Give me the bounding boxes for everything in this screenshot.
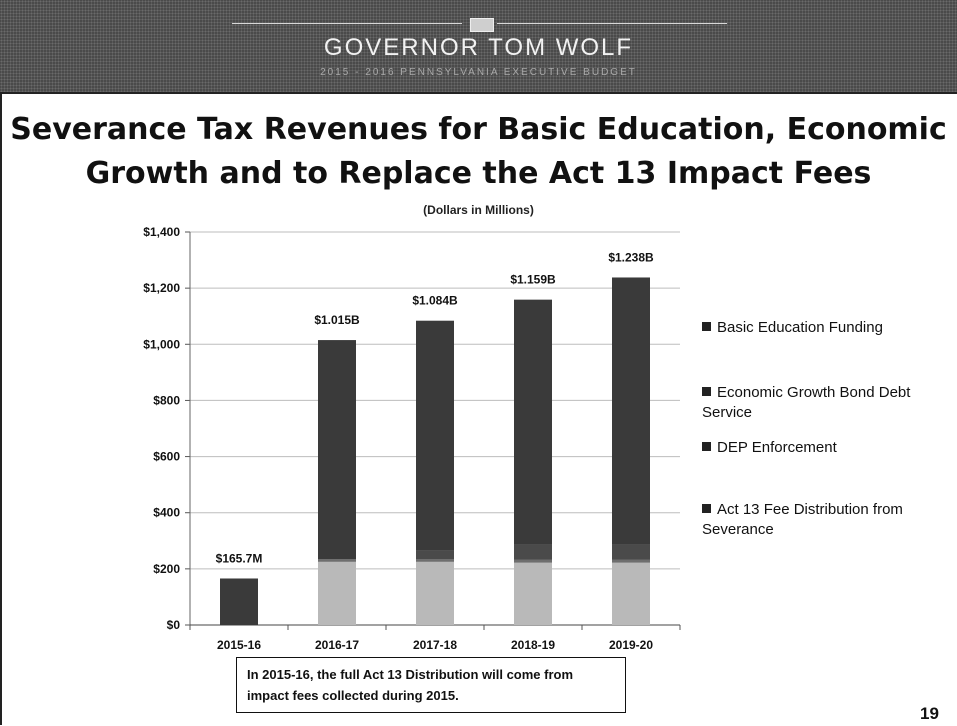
y-tick-label: $400 xyxy=(153,506,180,520)
y-tick-label: $800 xyxy=(153,393,180,407)
bar-basic-education-funding xyxy=(514,299,552,545)
header-rule-right xyxy=(497,23,727,24)
bar-act-13-fee-distribution-from-severance xyxy=(416,561,454,625)
stacked-bar-chart: $0 $200 $400 $600 $800 $1,000 $1,200 $1,400 $165… xyxy=(143,225,681,652)
legend-item: Basic Education Funding xyxy=(702,318,952,338)
legend-label: Act 13 Fee Distribution from Severance xyxy=(702,501,903,538)
bar-dep-enforcement xyxy=(318,559,356,562)
legend-swatch-icon xyxy=(702,322,711,331)
data-label: $1.238B xyxy=(608,250,654,264)
x-tick-label: 2019-20 xyxy=(609,638,653,652)
bar-dep-enforcement xyxy=(612,559,650,563)
data-label: $165.7M xyxy=(216,551,263,565)
bar-basic-education-funding xyxy=(612,277,650,545)
bar-economic-growth-bond-debt-service xyxy=(612,544,650,560)
bar-act-13-fee-distribution-from-severance xyxy=(514,562,552,625)
header-title: GOVERNOR TOM WOLF xyxy=(323,34,634,61)
header-banner: GOVERNOR TOM WOLF 2015 - 2016 PENNSYLVAN… xyxy=(0,0,957,94)
legend-item: DEP Enforcement xyxy=(702,438,952,458)
capitol-emblem-icon xyxy=(470,18,494,32)
data-label: $1.159B xyxy=(510,273,556,287)
note-box: In 2015-16, the full Act 13 Distribution… xyxy=(236,657,626,713)
bar-dep-enforcement xyxy=(514,559,552,563)
x-tick-label: 2016-17 xyxy=(315,638,359,652)
legend-item: Act 13 Fee Distribution from Severance xyxy=(702,500,952,540)
legend-item: Economic Growth Bond Debt Service xyxy=(702,383,952,423)
x-tick-label: 2017-18 xyxy=(413,638,457,652)
y-tick-label: $0 xyxy=(167,618,181,632)
bar-dep-enforcement xyxy=(416,559,454,562)
units-note: (Dollars in Millions) xyxy=(423,203,534,217)
legend-swatch-icon xyxy=(702,504,711,513)
y-tick-label: $1,400 xyxy=(143,225,180,239)
legend-swatch-icon xyxy=(702,387,711,396)
bar-act-13-fee-distribution-from-severance xyxy=(318,561,356,625)
bar-economic-growth-bond-debt-service xyxy=(416,550,454,560)
bar-basic-education-funding xyxy=(220,578,258,625)
legend-label: DEP Enforcement xyxy=(717,439,837,456)
bars xyxy=(220,277,650,625)
y-tick-label: $200 xyxy=(153,562,180,576)
legend-label: Economic Growth Bond Debt Service xyxy=(702,384,911,421)
y-tick-label: $600 xyxy=(153,450,180,464)
page-number: 19 xyxy=(920,704,939,723)
data-label: $1.015B xyxy=(314,313,360,327)
y-tick-label: $1,200 xyxy=(143,281,180,295)
x-tick-label: 2018-19 xyxy=(511,638,555,652)
bar-economic-growth-bond-debt-service xyxy=(514,544,552,560)
legend-label: Basic Education Funding xyxy=(717,319,883,336)
data-label: $1.084B xyxy=(412,294,458,308)
legend-swatch-icon xyxy=(702,442,711,451)
header-subtitle: 2015 - 2016 PENNSYLVANIA EXECUTIVE BUDGE… xyxy=(320,67,637,78)
labels: $0 $200 $400 $600 $800 $1,000 $1,200 $1,400 $165… xyxy=(143,225,654,652)
y-tick-label: $1,000 xyxy=(143,337,180,351)
bar-basic-education-funding xyxy=(416,320,454,551)
bar-basic-education-funding xyxy=(318,340,356,560)
header-rule-left xyxy=(232,23,462,24)
x-tick-label: 2015-16 xyxy=(217,638,261,652)
slide-title: Severance Tax Revenues for Basic Educati… xyxy=(10,112,947,191)
bar-act-13-fee-distribution-from-severance xyxy=(612,562,650,625)
